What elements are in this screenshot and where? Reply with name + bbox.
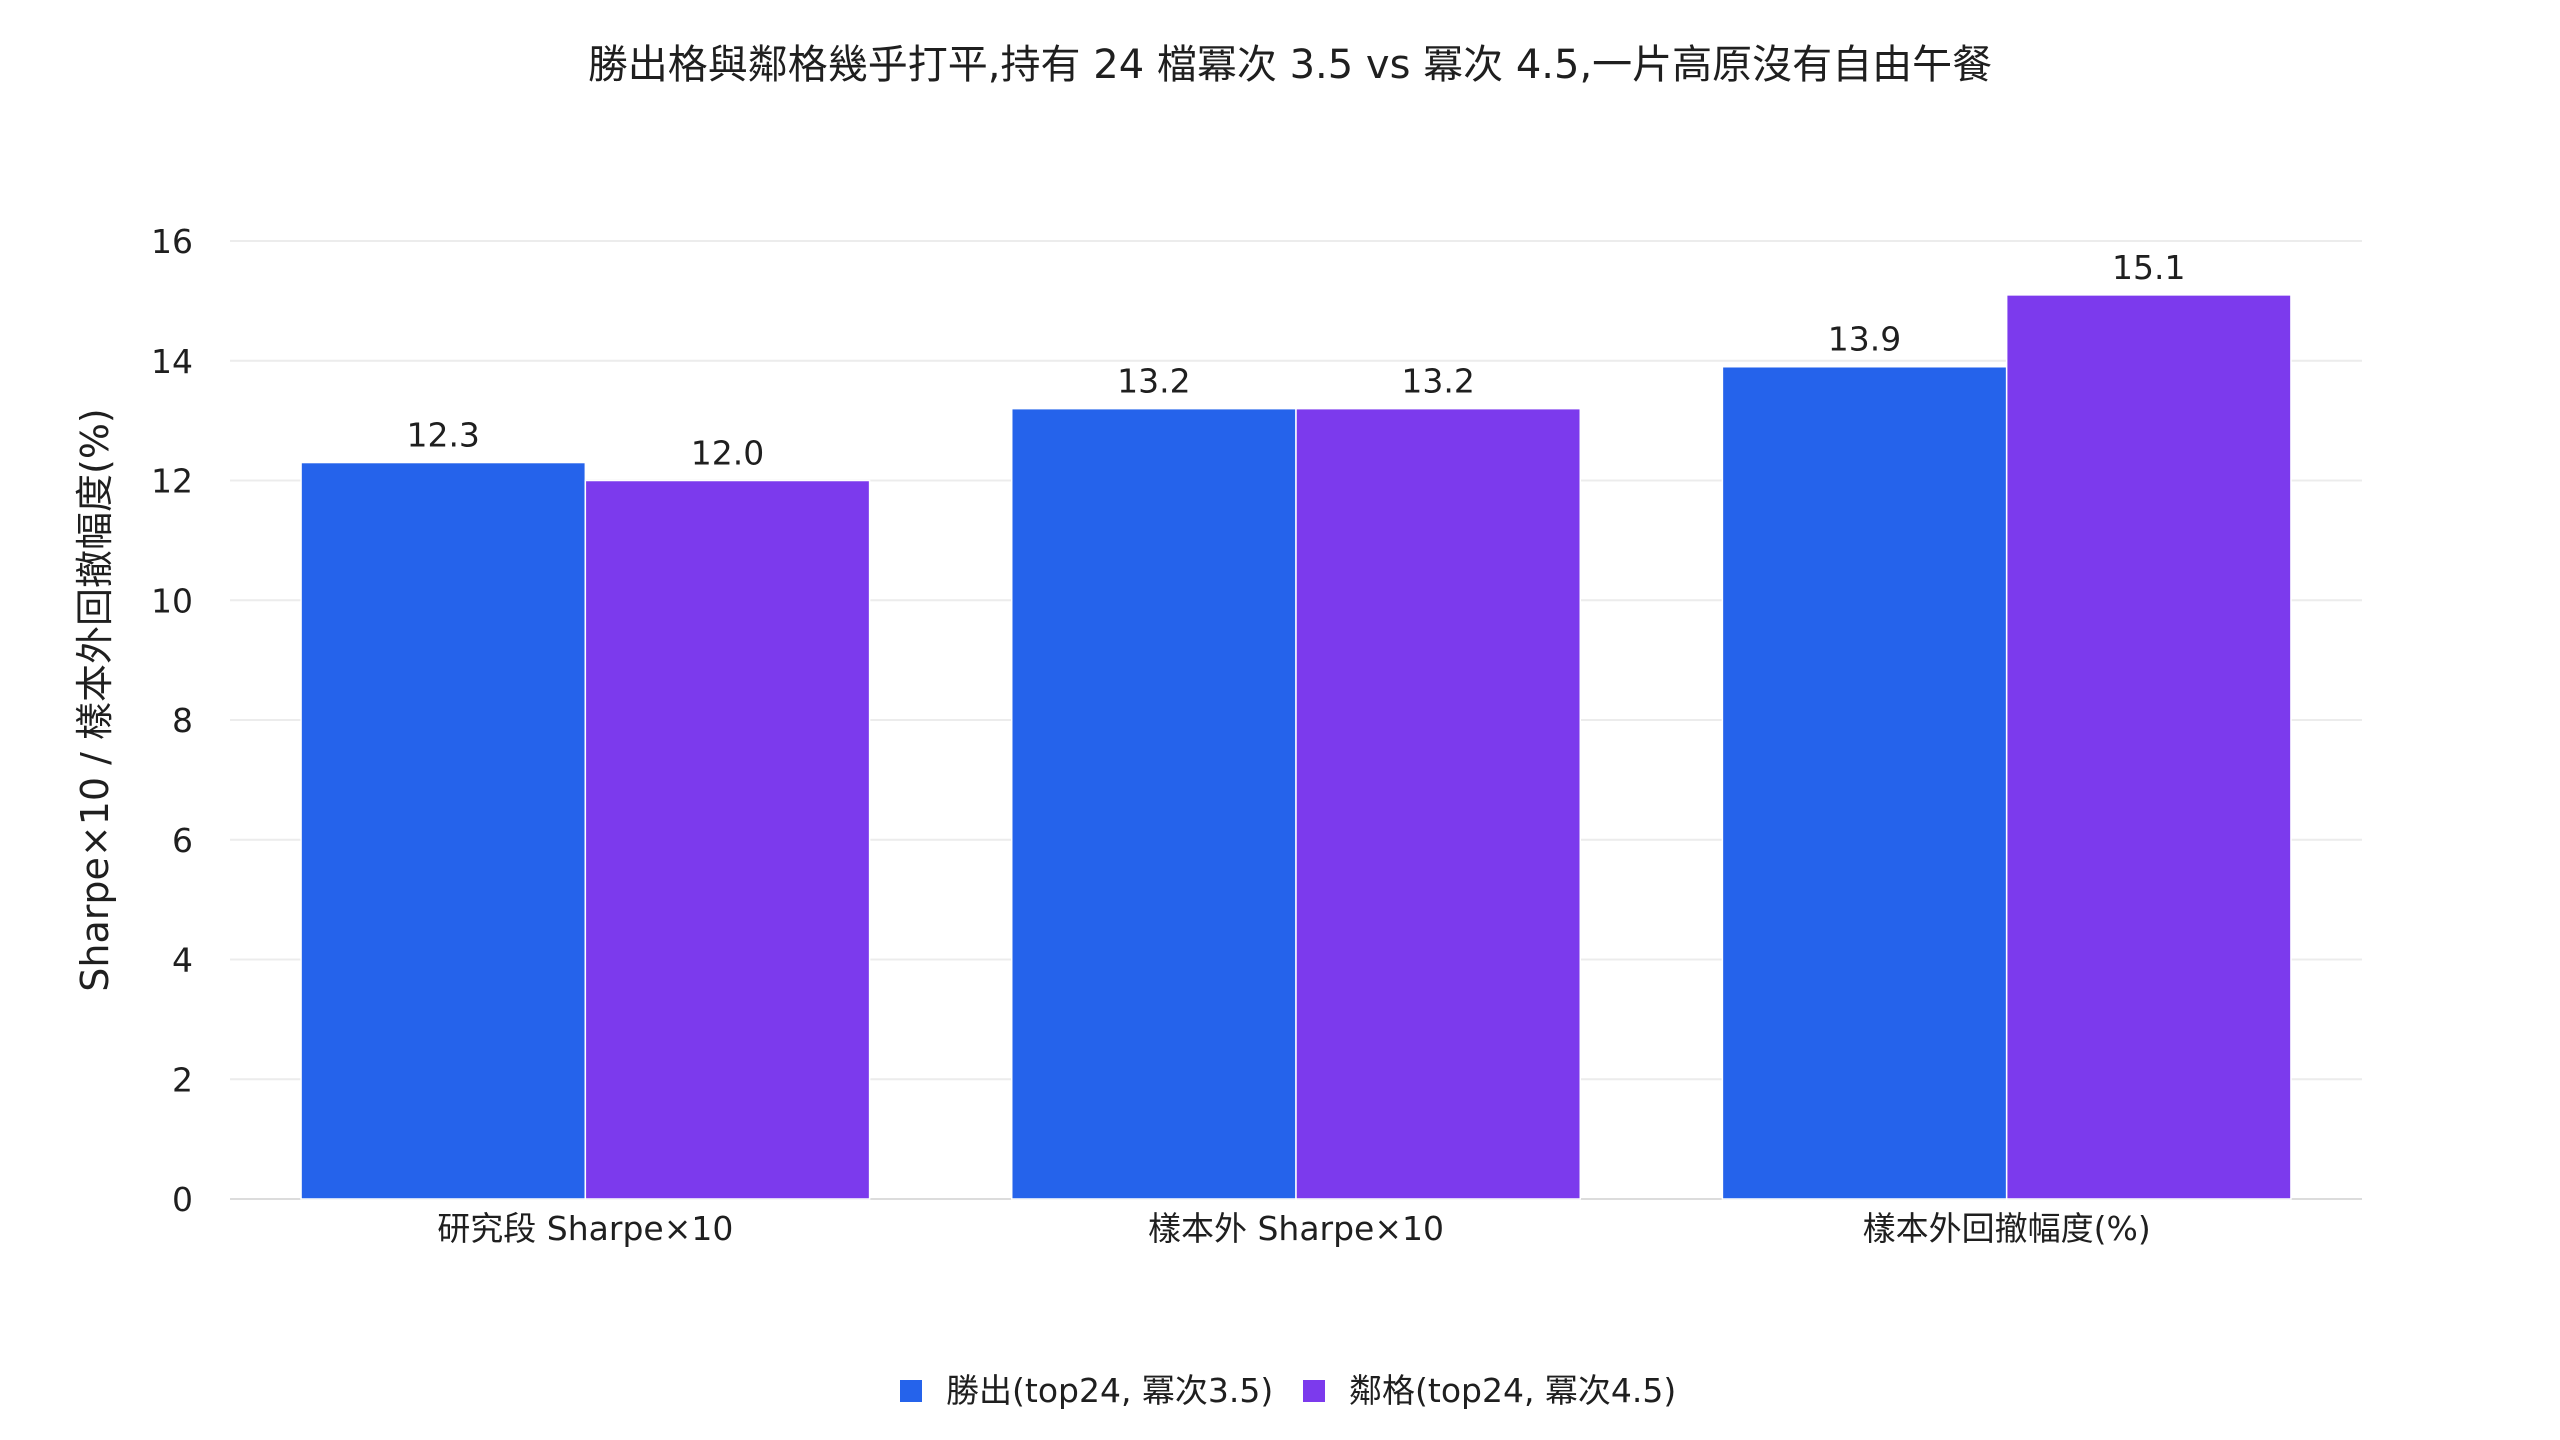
y-tick-label: 10 [151, 581, 193, 620]
data-label: 12.3 [406, 416, 479, 455]
x-tick-label: 樣本外回撤幅度(%) [1863, 1209, 2151, 1248]
legend-label: 勝出(top24, 冪次3.5) [946, 1371, 1273, 1410]
x-tick-label: 樣本外 Sharpe×10 [1148, 1209, 1444, 1248]
bar [300, 461, 587, 1200]
y-tick-label: 6 [172, 821, 193, 860]
legend-item[interactable]: 鄰格(top24, 冪次4.5) [1303, 1371, 1676, 1410]
data-label: 13.9 [1828, 320, 1901, 359]
data-label: 13.2 [1117, 362, 1190, 401]
legend-swatch [1303, 1380, 1325, 1402]
bar [1721, 365, 2008, 1200]
data-label: 12.0 [691, 434, 764, 473]
y-tick-label: 14 [151, 342, 193, 381]
y-tick-label: 2 [172, 1060, 193, 1099]
bar [1295, 407, 1582, 1200]
x-axis-ticks: 研究段 Sharpe×10 樣本外 Sharpe×10 樣本外回撤幅度(%) [437, 1209, 2150, 1248]
chart-title: 勝出格與鄰格幾乎打平,持有 24 檔冪次 3.5 vs 冪次 4.5,一片高原沒… [588, 42, 1992, 88]
bar [1010, 407, 1297, 1200]
y-tick-label: 16 [151, 222, 193, 261]
y-tick-label: 0 [172, 1180, 193, 1219]
data-label: 13.2 [1401, 362, 1474, 401]
legend-label: 鄰格(top24, 冪次4.5) [1349, 1371, 1676, 1410]
bars [300, 294, 2292, 1200]
data-label: 15.1 [2112, 248, 2185, 287]
bar [2005, 294, 2292, 1200]
y-tick-label: 8 [172, 701, 193, 740]
y-tick-label: 12 [151, 462, 193, 501]
legend-swatch [900, 1380, 922, 1402]
data-labels: 12.3 12.0 13.2 13.2 13.9 15.1 [406, 248, 2185, 473]
x-tick-label: 研究段 Sharpe×10 [437, 1209, 733, 1248]
y-tick-label: 4 [172, 941, 193, 980]
legend-item[interactable]: 勝出(top24, 冪次3.5) [900, 1371, 1273, 1410]
y-axis-ticks: 0 2 4 6 8 10 12 14 16 [151, 222, 193, 1219]
bar [584, 479, 871, 1200]
legend: 勝出(top24, 冪次3.5) 鄰格(top24, 冪次4.5) [900, 1371, 1676, 1410]
y-axis-title: Sharpe×10 / 樣本外回撤幅度(%) [73, 408, 117, 992]
